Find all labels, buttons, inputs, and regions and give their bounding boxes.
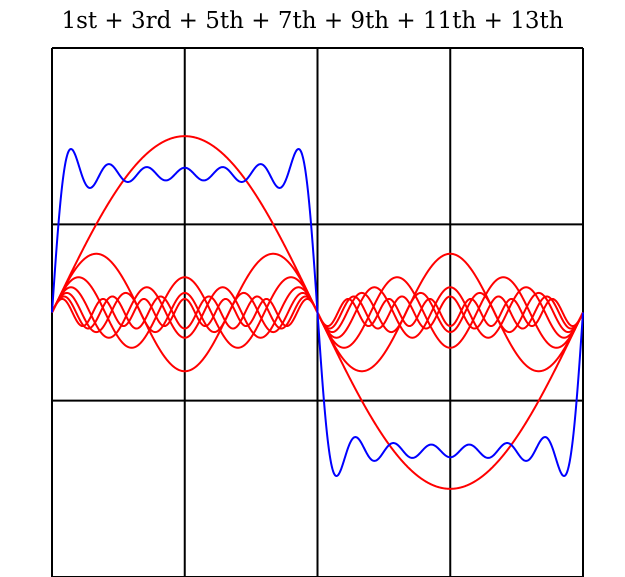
series-group	[51, 135, 584, 490]
chart-title: 1st + 3rd + 5th + 7th + 9th + 11th + 13t…	[61, 8, 564, 34]
series-sum-line	[51, 147, 584, 478]
